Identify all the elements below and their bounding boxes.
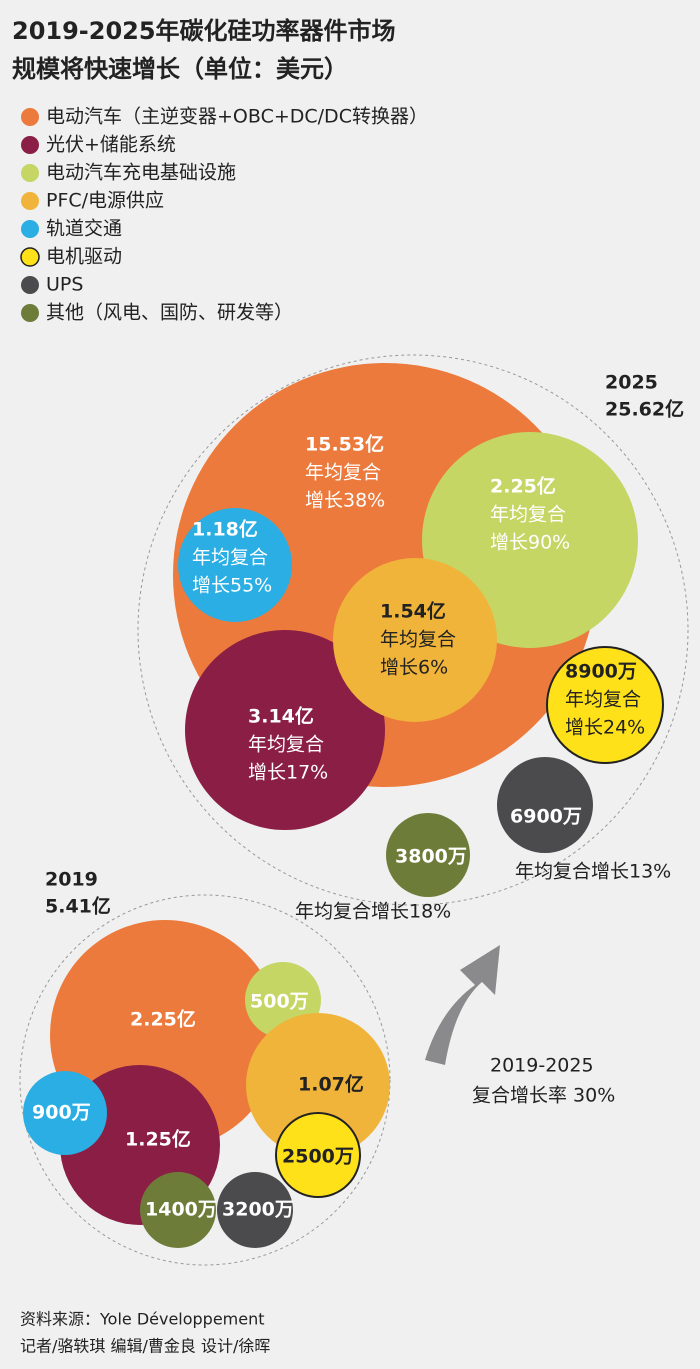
bubble <box>178 508 292 622</box>
bubble-label: 年均复合 <box>305 462 381 484</box>
bubble-label: 年均复合 <box>192 547 268 569</box>
legend-swatch <box>21 136 39 154</box>
bubble-label: 2.25亿 <box>490 475 556 498</box>
legend-label: 电动汽车充电基础设施 <box>46 162 236 184</box>
bubble-label: 3.14亿 <box>248 705 314 728</box>
bubble-label: 2.25亿 <box>130 1008 196 1031</box>
legend-label: PFC/电源供应 <box>46 190 164 212</box>
legend-label: 光伏+储能系统 <box>46 134 176 156</box>
bubble-label: 增长90% <box>490 532 570 554</box>
legend-swatch <box>21 304 39 322</box>
bubble-label: 8900万 <box>565 661 637 683</box>
bubble-label: 1.18亿 <box>192 518 258 541</box>
bubble-label: 增长55% <box>192 575 272 597</box>
bubble-label: 年均复合 <box>380 629 456 651</box>
arrow-label: 复合增长率 30% <box>472 1085 615 1107</box>
bubble-label: 增长17% <box>248 762 328 784</box>
arrow-label: 2019-2025 <box>490 1055 594 1077</box>
bubble-label: 1.54亿 <box>380 600 446 623</box>
legend-swatch <box>21 220 39 238</box>
bubble <box>275 1112 361 1198</box>
footer: 记者/骆轶琪 编辑/曹金良 设计/徐晖 <box>20 1337 270 1356</box>
bubble <box>546 646 664 764</box>
legend-label: 电机驱动 <box>46 246 122 268</box>
bubble-label: 900万 <box>32 1102 91 1124</box>
legend-swatch <box>21 192 39 210</box>
group-year: 2019 <box>45 869 98 891</box>
bubble-label: 年均复合 <box>248 734 324 756</box>
bubble-label: 增长24% <box>565 717 645 739</box>
legend-swatch <box>21 164 39 182</box>
bubble <box>217 1172 293 1248</box>
bubble-label: 500万 <box>250 991 309 1013</box>
growth-arrow <box>425 945 500 1065</box>
legend-label: 电动汽车（主逆变器+OBC+DC/DC转换器） <box>46 106 428 128</box>
title: 规模将快速增长（单位：美元） <box>12 55 348 83</box>
bubble-label: 年均复合 <box>565 689 641 711</box>
bubble <box>185 630 385 830</box>
group-outline <box>137 354 689 906</box>
bubble <box>386 813 470 897</box>
bubble-label: 1400万 <box>145 1199 217 1221</box>
bubble-note: 年均复合增长13% <box>515 861 671 883</box>
legend-label: 其他（风电、国防、研发等） <box>46 302 293 324</box>
group-total: 25.62亿 <box>605 398 684 421</box>
bubble-label: 增长6% <box>380 657 448 679</box>
footer: 资料来源：Yole Développement <box>20 1310 265 1329</box>
bubble <box>23 1071 107 1155</box>
group-total: 5.41亿 <box>45 895 111 918</box>
group-year: 2025 <box>605 372 658 394</box>
bubble-note: 年均复合增长18% <box>295 901 451 923</box>
bubble-label: 3800万 <box>395 846 467 868</box>
bubble-label: 1.07亿 <box>298 1073 364 1096</box>
title: 2019-2025年碳化硅功率器件市场 <box>12 17 396 45</box>
bubble-label: 6900万 <box>510 806 582 828</box>
bubble-label: 增长38% <box>305 490 385 512</box>
bubble-label: 1.25亿 <box>125 1128 191 1151</box>
legend-swatch <box>20 247 40 267</box>
group-outline <box>19 894 391 1266</box>
legend-swatch <box>21 276 39 294</box>
bubble-label: 15.53亿 <box>305 433 384 456</box>
legend-label: UPS <box>46 274 83 296</box>
legend-swatch <box>21 108 39 126</box>
bubble <box>333 558 497 722</box>
bubble-label: 3200万 <box>222 1199 294 1221</box>
bubble <box>140 1172 216 1248</box>
bubble-label: 2500万 <box>282 1146 354 1168</box>
bubble-label: 年均复合 <box>490 504 566 526</box>
bubble <box>497 757 593 853</box>
legend-label: 轨道交通 <box>46 218 122 240</box>
bubble <box>246 1013 390 1157</box>
